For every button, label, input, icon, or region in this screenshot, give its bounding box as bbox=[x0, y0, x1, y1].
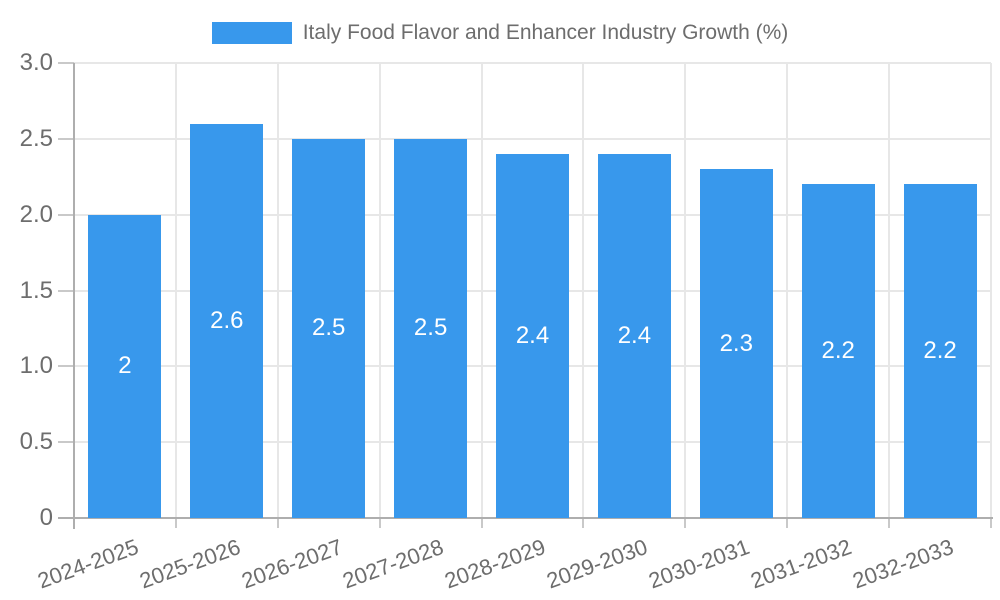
y-axis-tick-mark bbox=[58, 62, 74, 64]
y-axis-line bbox=[73, 63, 75, 529]
y-tick-label: 0 bbox=[39, 504, 53, 531]
bar bbox=[597, 154, 671, 518]
x-tick-label: 2031-2032 bbox=[747, 534, 855, 594]
y-axis-tick-mark bbox=[58, 365, 74, 368]
gridline-vertical bbox=[378, 63, 381, 518]
bar-value-label: 2.5 bbox=[413, 314, 448, 342]
bar-value-label: 2 bbox=[118, 352, 132, 380]
x-tick-label: 2026-2027 bbox=[237, 534, 346, 594]
x-axis-tick-mark bbox=[684, 518, 687, 528]
y-tick-label: 2.0 bbox=[19, 200, 53, 228]
x-axis-tick-mark bbox=[888, 518, 891, 528]
bar bbox=[190, 123, 264, 518]
x-axis-tick-mark bbox=[378, 518, 381, 528]
x-tick-label: 2027-2028 bbox=[339, 534, 448, 594]
bar bbox=[394, 138, 468, 518]
x-axis-tick-mark bbox=[174, 518, 177, 528]
x-tick-label: 2028-2029 bbox=[441, 534, 550, 594]
x-axis-tick-mark bbox=[276, 518, 279, 528]
y-tick-label: 3.0 bbox=[19, 49, 53, 76]
gridline-horizontal bbox=[74, 137, 991, 140]
y-axis-tick-mark bbox=[58, 137, 74, 140]
y-axis-tick-mark bbox=[58, 441, 74, 444]
y-tick-label: 1.5 bbox=[19, 276, 53, 304]
bar-value-label: 2.2 bbox=[923, 337, 957, 365]
y-tick-label: 2.5 bbox=[19, 124, 53, 152]
bar bbox=[801, 184, 875, 518]
gridline-vertical bbox=[888, 63, 891, 518]
x-axis-tick-mark bbox=[786, 518, 789, 528]
y-axis-tick-mark bbox=[58, 213, 74, 216]
bar bbox=[292, 138, 366, 518]
x-tick-label: 2029-2030 bbox=[543, 534, 651, 594]
legend-label: Italy Food Flavor and Enhancer Industry … bbox=[302, 21, 789, 44]
x-tick-label: 2032-2033 bbox=[849, 534, 957, 594]
bar-value-label: 2.5 bbox=[312, 314, 346, 342]
x-tick-label: 2024-2025 bbox=[34, 534, 142, 594]
bar bbox=[88, 214, 162, 518]
x-tick-label: 2030-2031 bbox=[645, 534, 753, 594]
x-tick-label: 2025-2026 bbox=[135, 534, 244, 594]
legend: Italy Food Flavor and Enhancer Industry … bbox=[0, 21, 1000, 45]
bar-value-label: 2.3 bbox=[719, 329, 753, 357]
gridline-vertical bbox=[276, 63, 279, 518]
bar bbox=[496, 154, 569, 518]
x-axis-tick-mark bbox=[990, 518, 992, 528]
bar bbox=[699, 169, 773, 518]
gridline-vertical bbox=[174, 63, 177, 518]
x-axis-tick-mark bbox=[582, 518, 585, 528]
gridline-vertical bbox=[480, 63, 483, 518]
bar-value-label: 2.2 bbox=[821, 337, 855, 365]
gridline-vertical bbox=[990, 63, 992, 518]
y-axis-tick-mark bbox=[58, 289, 74, 292]
bar-value-label: 2.4 bbox=[617, 322, 652, 349]
gridline-vertical bbox=[582, 63, 585, 518]
y-tick-label: 0.5 bbox=[19, 428, 53, 456]
y-tick-label: 1.0 bbox=[19, 352, 53, 380]
legend-swatch bbox=[211, 22, 292, 44]
x-axis-tick-mark bbox=[480, 518, 483, 528]
gridline-vertical bbox=[786, 63, 789, 518]
bar-value-label: 2.6 bbox=[210, 306, 244, 334]
gridline-horizontal bbox=[74, 62, 991, 64]
gridline-vertical bbox=[684, 63, 687, 518]
bar bbox=[903, 184, 977, 518]
bar-value-label: 2.4 bbox=[515, 322, 550, 349]
x-axis-line bbox=[58, 517, 993, 519]
